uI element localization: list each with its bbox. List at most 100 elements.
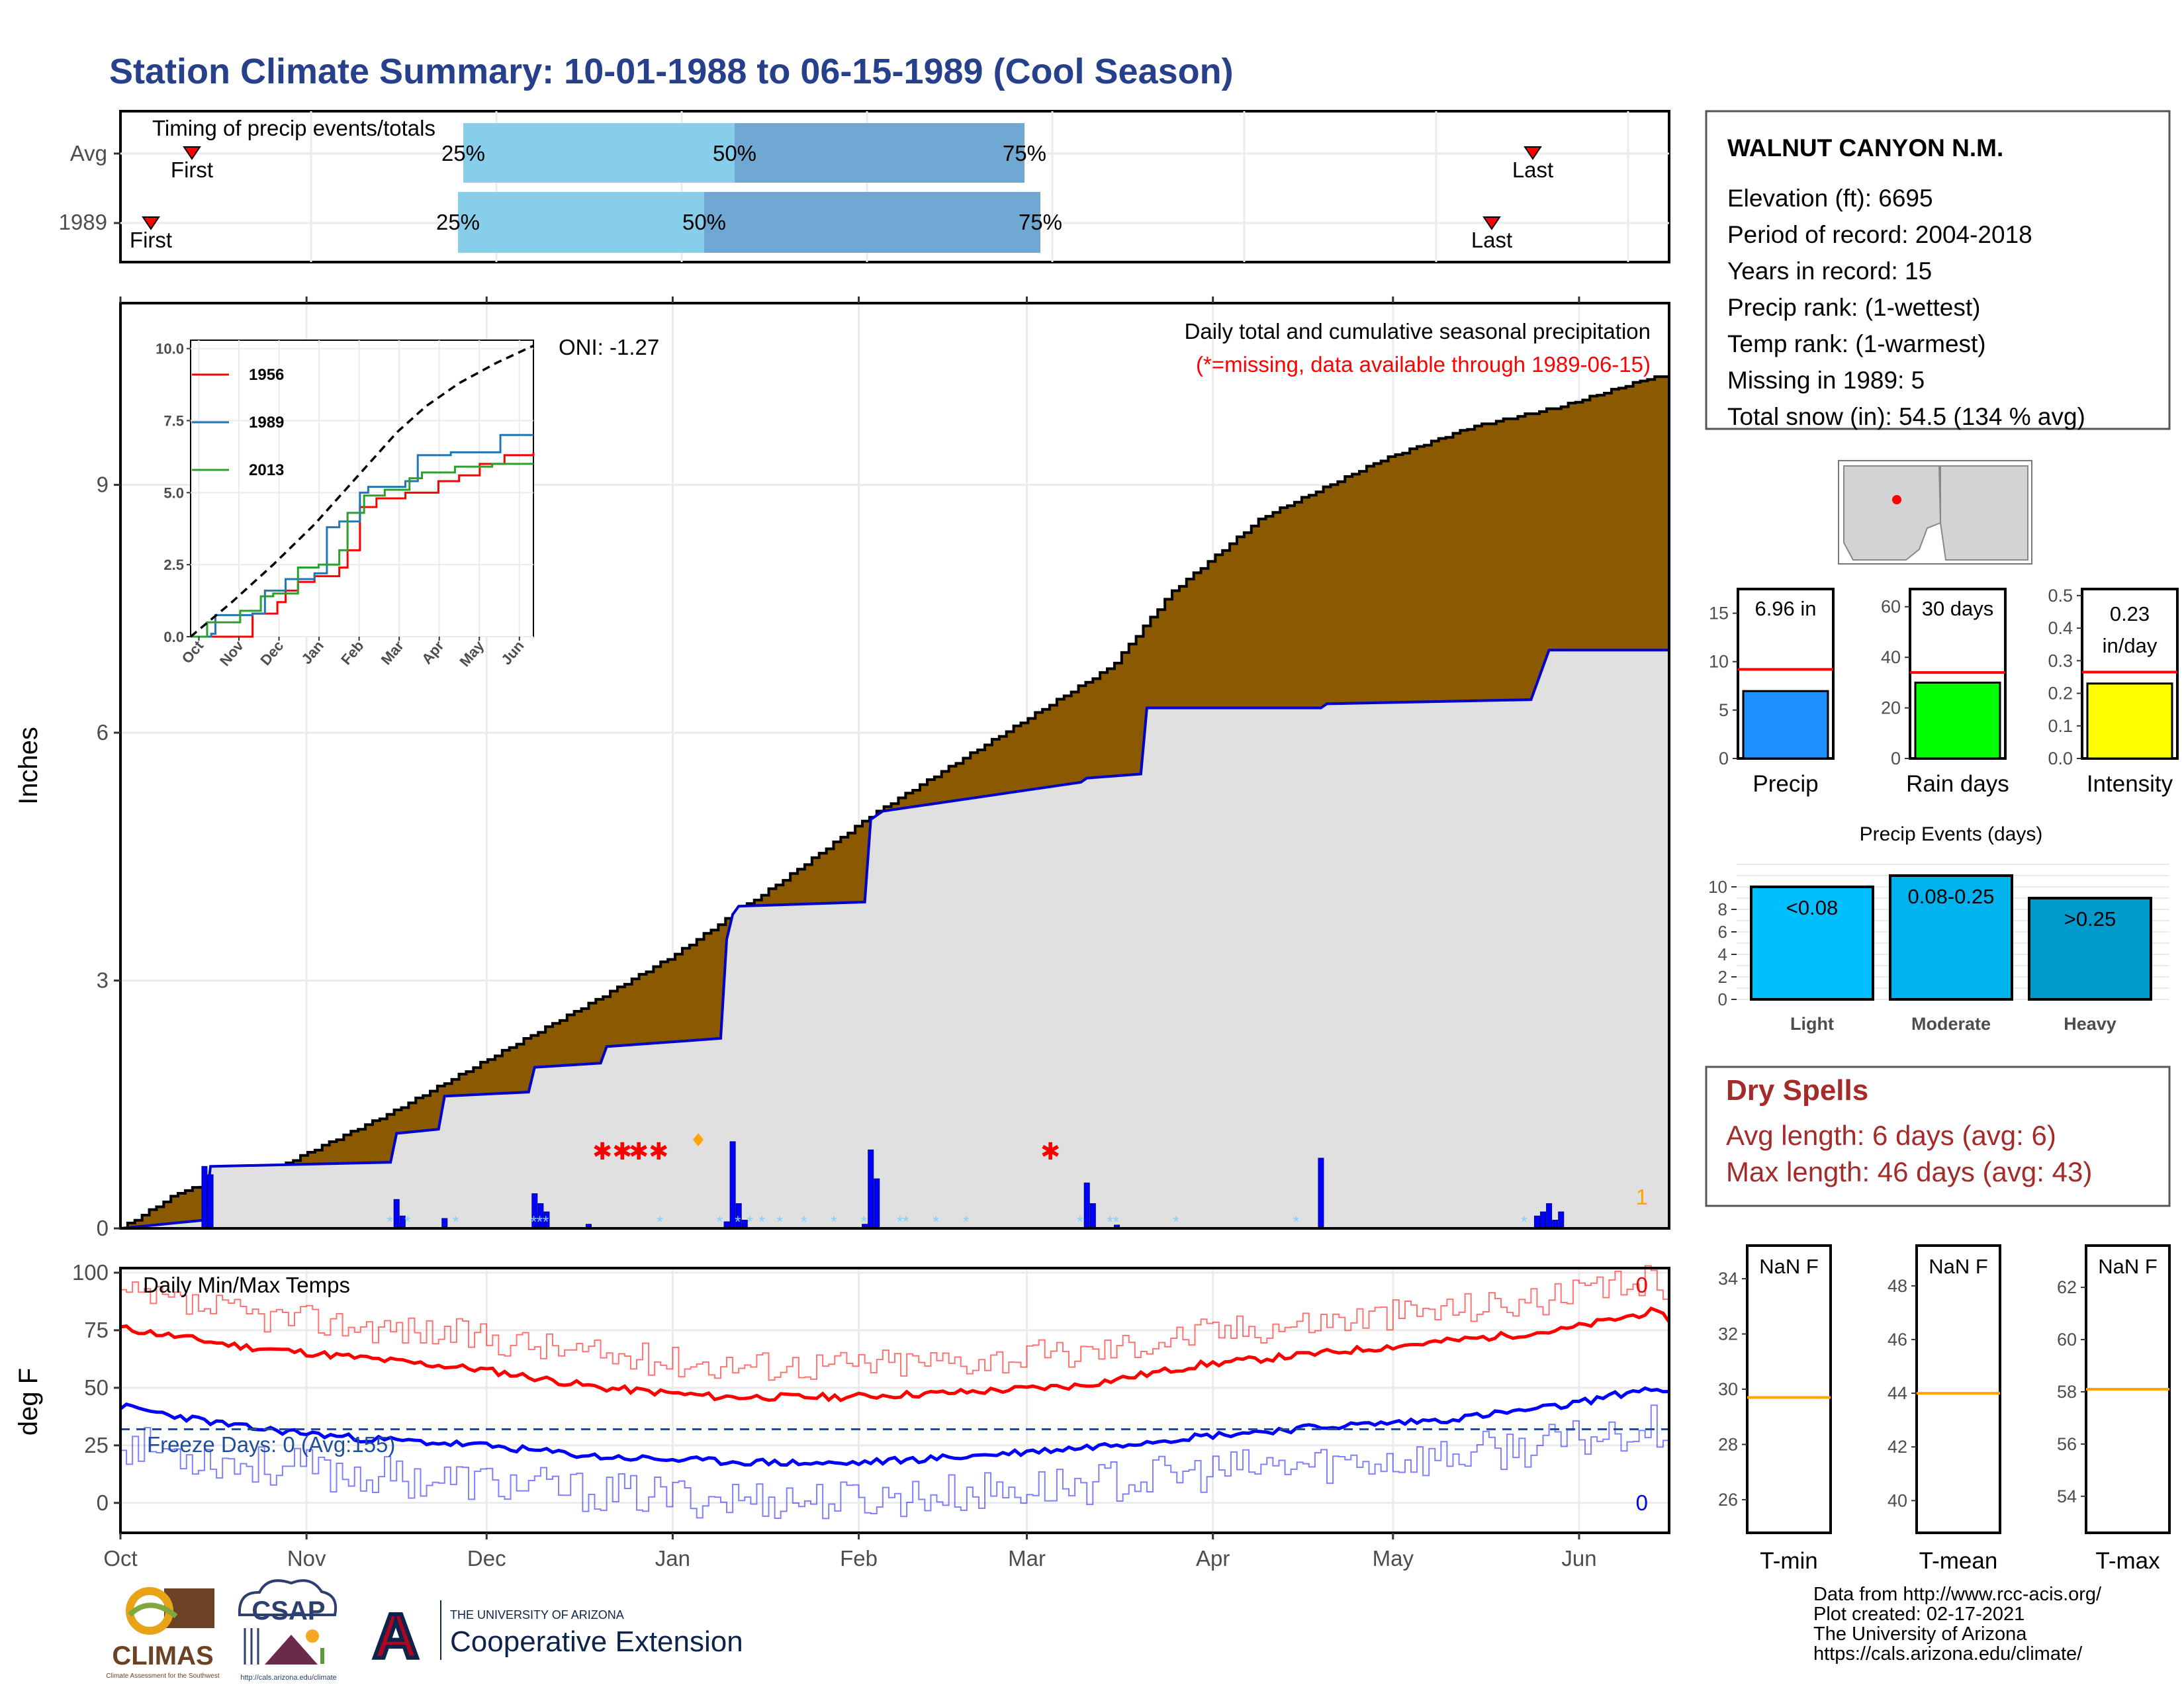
station-temp-rank: Temp rank: (1-warmest): [1727, 330, 1986, 357]
month-x-tick: Apr: [1196, 1546, 1230, 1571]
event-y-tick: 6: [1718, 922, 1727, 942]
snow-marker: *: [933, 1213, 938, 1231]
ua-a-mark: A: [373, 1601, 418, 1672]
snow-marker: *: [903, 1213, 909, 1231]
temp-summary-bars: 26 28 30 32 34 NaN F T-min 40 42 44 46 48 NaN F T-mea…: [1718, 1244, 2171, 1574]
temp-summary-t-max: 54 56 58 60 62 NaN F T-max: [2057, 1244, 2171, 1574]
snow-marker: *: [758, 1213, 764, 1231]
event-y-tick: 10: [1708, 877, 1727, 897]
daily-precip-bar: [874, 1178, 880, 1229]
temp-summary-t-min: 26 28 30 32 34 NaN F T-min: [1718, 1244, 1832, 1574]
station-precip-rank: Precip rank: (1-wettest): [1727, 294, 1980, 321]
station-elevation: Elevation (ft): 6695: [1727, 185, 1933, 212]
temp-summary-tick: 56: [2057, 1434, 2077, 1454]
missing-markers: ✱✱ ✱✱ ✱: [592, 1138, 1060, 1165]
event-bar-value: 0.08-0.25: [1908, 885, 1995, 908]
timing-1989-early-bar: [458, 192, 704, 253]
tmax-climo-line: [120, 1306, 1671, 1402]
snow-marker: *: [801, 1213, 807, 1231]
event-bar-label: Heavy: [2064, 1014, 2116, 1034]
station-missing: Missing in 1989: 5: [1727, 367, 1925, 394]
temp-summary-tick: 48: [1888, 1276, 1907, 1296]
summary-bar-fill: [1742, 690, 1829, 760]
missing-marker: ✱✱: [629, 1138, 668, 1165]
timing-1989-last: Last: [1471, 228, 1512, 252]
precip-panel-title: Daily total and cumulative seasonal prec…: [1185, 319, 1651, 343]
event-bar-heavy: [2028, 897, 2152, 1001]
snow-marker: *: [1521, 1213, 1527, 1231]
summary-bar-tick: 0.4: [2048, 618, 2073, 638]
temp-y-tick: 75: [84, 1318, 109, 1342]
inset-legend-label: 1956: [249, 366, 284, 384]
temp-summary-tick: 42: [1888, 1437, 1907, 1457]
snow-marker: *: [717, 1213, 723, 1231]
ua-logo: A THE UNIVERSITY OF ARIZONA Cooperative …: [371, 1599, 743, 1674]
event-bar-value: <0.08: [1786, 896, 1838, 919]
summary-bar-tick: 0.5: [2048, 586, 2073, 606]
daily-precip-bar: [441, 1218, 448, 1229]
precip-y-axis: 0 3 6 9: [97, 297, 1580, 1240]
locator-map: [1838, 460, 2032, 565]
temp-summary-tick: 60: [2057, 1330, 2077, 1349]
arizona-shape: [1843, 465, 1942, 561]
summary-bar-fill: [2086, 682, 2173, 760]
climas-text: CLIMAS: [112, 1641, 213, 1670]
summary-bar-label: Intensity: [2087, 771, 2173, 797]
temp-y-tick: 0: [97, 1490, 109, 1515]
timing-avg-late-bar: [735, 123, 1024, 183]
summary-bar-label: Precip: [1752, 771, 1818, 797]
dry-spells-avg: Avg length: 6 days (avg: 6): [1726, 1120, 2056, 1151]
inset-y-tick: 0.0: [163, 629, 184, 645]
month-x-tick: Jan: [655, 1546, 690, 1571]
timing-avg-last-marker: [1524, 146, 1542, 160]
inset-line-1989: [191, 434, 533, 638]
snow-marker: *: [963, 1213, 969, 1231]
timing-1989-p50: 50%: [682, 210, 726, 234]
precip-y-label: Inches: [14, 727, 43, 805]
month-x-tick: May: [1373, 1546, 1414, 1571]
summary-bar-precip: 0 5 10 15 6.96 in Precip: [1709, 588, 1835, 797]
snow-markers: * * * * * * * * * * * * * * * * * * * * * * * * *: [387, 1213, 1527, 1231]
snow-marker: *: [404, 1213, 410, 1231]
station-snow: Total snow (in): 54.5 (134 % avg): [1727, 403, 2085, 430]
temp-summary-tick: 30: [1718, 1379, 1738, 1399]
station-name: WALNUT CANYON N.M.: [1727, 134, 2003, 161]
month-x-tick: Dec: [467, 1546, 506, 1571]
ua-big-text: Cooperative Extension: [450, 1625, 743, 1658]
snow-marker: *: [1293, 1213, 1299, 1231]
summary-bar-unit: in/day: [2103, 634, 2158, 657]
event-bar-value: >0.25: [2064, 907, 2116, 931]
inset-line-avg: [189, 344, 534, 638]
snow-marker: *: [531, 1213, 537, 1231]
snow-marker: *: [831, 1213, 837, 1231]
timing-avg-p50: 50%: [713, 141, 756, 165]
inset-line-1956: [191, 452, 535, 638]
snow-marker: *: [747, 1213, 752, 1231]
daily-precip-bar: [1558, 1211, 1565, 1229]
timing-label: Timing of precip events/totals: [152, 116, 435, 140]
temp-summary-label: T-min: [1760, 1548, 1818, 1574]
inset-y-tick: 10.0: [156, 341, 184, 357]
tmin-daily-line: [120, 1404, 1670, 1520]
summary-bar-value: 6.96 in: [1754, 597, 1816, 620]
precip-y-tick: 9: [97, 473, 109, 497]
timing-avg-p25: 25%: [441, 141, 485, 165]
timing-row-avg: Avg: [70, 141, 107, 165]
ua-small-text: THE UNIVERSITY OF ARIZONA: [450, 1608, 624, 1622]
dry-spells-title: Dry Spells: [1726, 1074, 1868, 1107]
snow-marker: *: [1113, 1213, 1119, 1231]
timing-1989-p25: 25%: [436, 210, 480, 234]
daily-precip-bar: [868, 1149, 874, 1229]
precip-y-tick: 3: [97, 968, 109, 993]
inset-y-tick: 5.0: [163, 484, 184, 501]
timing-1989-late-bar: [704, 192, 1040, 253]
snow-marker: *: [1107, 1213, 1113, 1231]
credit-university: The University of Arizona: [1813, 1623, 2027, 1645]
inset-line-2013: [191, 463, 533, 638]
tmin-count: 0: [1636, 1490, 1648, 1515]
snow-marker: *: [453, 1213, 459, 1231]
temp-panel-title: Daily Min/Max Temps: [143, 1273, 350, 1297]
daily-precip-bar: [1318, 1158, 1324, 1229]
